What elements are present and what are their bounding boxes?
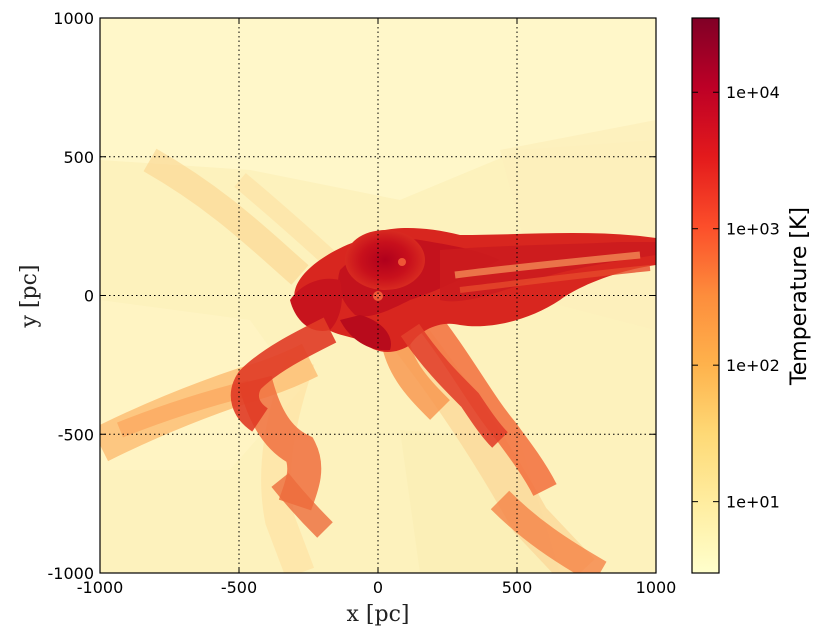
x-tick-label: -500 (221, 578, 257, 597)
colorbar-tick-label: 1e+03 (726, 220, 780, 239)
y-tick-label: 500 (63, 148, 94, 167)
y-axis-label: y [pc] (17, 265, 42, 329)
colorbar-label: Temperature [K] (787, 207, 812, 386)
colorbar-tick-label: 1e+02 (726, 356, 780, 375)
y-tick-label: 1000 (53, 9, 94, 28)
x-tick-label: 500 (502, 578, 533, 597)
temperature-map (100, 18, 656, 573)
y-tick-label: 0 (84, 287, 94, 306)
x-tick-label: -1000 (77, 578, 124, 597)
x-tick-label: 1000 (636, 578, 677, 597)
colorbar (691, 17, 720, 574)
y-ticks: -1000 -500 0 500 1000 (48, 9, 656, 583)
x-ticks: -1000 -500 0 500 1000 (77, 18, 677, 597)
colorbar-tick-label: 1e+04 (726, 83, 780, 102)
colorbar-tick-label: 1e+01 (726, 493, 780, 512)
colorbar-ticks: 1e+01 1e+02 1e+03 1e+04 (692, 83, 780, 512)
x-tick-label: 0 (373, 578, 383, 597)
x-axis-label: x [pc] (347, 602, 410, 627)
y-tick-label: -1000 (48, 564, 95, 583)
y-tick-label: -500 (58, 425, 94, 444)
